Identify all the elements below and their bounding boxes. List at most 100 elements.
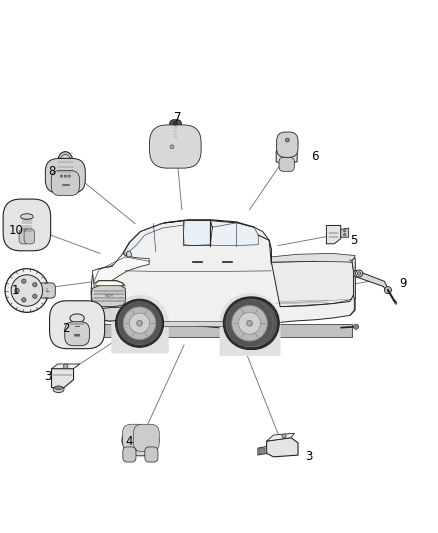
Circle shape <box>5 269 49 312</box>
Ellipse shape <box>53 386 64 393</box>
Polygon shape <box>92 307 136 321</box>
FancyBboxPatch shape <box>49 301 105 349</box>
Polygon shape <box>96 281 124 286</box>
Text: RAM: RAM <box>104 294 113 298</box>
Circle shape <box>232 305 267 341</box>
Polygon shape <box>354 271 389 294</box>
Circle shape <box>239 312 261 334</box>
Polygon shape <box>258 446 267 455</box>
Text: 7: 7 <box>174 111 182 124</box>
Text: 8: 8 <box>49 165 56 178</box>
Circle shape <box>174 122 177 125</box>
Polygon shape <box>123 221 184 253</box>
Polygon shape <box>92 285 126 306</box>
Circle shape <box>64 175 67 177</box>
FancyBboxPatch shape <box>123 424 146 451</box>
Circle shape <box>230 300 277 347</box>
Text: 3: 3 <box>305 450 313 463</box>
Circle shape <box>21 297 26 302</box>
Polygon shape <box>272 253 355 262</box>
Ellipse shape <box>122 426 159 455</box>
Text: 9: 9 <box>399 278 407 290</box>
Polygon shape <box>92 253 149 289</box>
Text: 1: 1 <box>12 284 19 297</box>
FancyBboxPatch shape <box>19 229 30 244</box>
FancyBboxPatch shape <box>95 324 352 337</box>
Circle shape <box>356 270 363 277</box>
Ellipse shape <box>55 386 63 390</box>
Circle shape <box>395 302 397 304</box>
Circle shape <box>286 138 289 142</box>
Circle shape <box>11 275 42 306</box>
FancyBboxPatch shape <box>259 448 265 454</box>
FancyBboxPatch shape <box>145 321 241 326</box>
Circle shape <box>170 145 174 149</box>
Ellipse shape <box>70 314 84 322</box>
Polygon shape <box>267 438 298 457</box>
Circle shape <box>357 272 361 275</box>
Polygon shape <box>326 225 341 244</box>
FancyBboxPatch shape <box>24 229 35 244</box>
Circle shape <box>116 299 163 348</box>
Circle shape <box>226 300 273 347</box>
Circle shape <box>353 324 359 329</box>
Circle shape <box>33 294 37 298</box>
FancyBboxPatch shape <box>3 199 51 251</box>
Circle shape <box>247 320 252 326</box>
FancyBboxPatch shape <box>65 322 89 346</box>
Ellipse shape <box>21 231 33 236</box>
Circle shape <box>64 364 68 369</box>
Circle shape <box>137 320 142 326</box>
Circle shape <box>68 175 71 177</box>
Polygon shape <box>267 433 294 441</box>
FancyBboxPatch shape <box>51 171 79 196</box>
Circle shape <box>282 434 286 438</box>
Circle shape <box>130 313 150 333</box>
Ellipse shape <box>58 152 73 173</box>
Ellipse shape <box>165 139 186 149</box>
Ellipse shape <box>127 429 154 449</box>
Polygon shape <box>52 364 80 369</box>
Circle shape <box>78 334 80 336</box>
Circle shape <box>15 288 19 293</box>
Circle shape <box>343 229 346 232</box>
Polygon shape <box>183 221 212 246</box>
Text: 2: 2 <box>62 322 69 335</box>
Text: 4: 4 <box>125 434 133 448</box>
Polygon shape <box>126 251 132 257</box>
Circle shape <box>21 279 26 284</box>
Circle shape <box>60 175 63 177</box>
Ellipse shape <box>60 155 71 171</box>
Circle shape <box>227 297 279 350</box>
Circle shape <box>118 302 161 345</box>
FancyBboxPatch shape <box>39 283 55 298</box>
Text: 3: 3 <box>44 370 52 383</box>
Polygon shape <box>352 258 355 299</box>
Circle shape <box>33 282 37 287</box>
Text: 6: 6 <box>311 150 318 163</box>
Polygon shape <box>210 223 258 246</box>
FancyBboxPatch shape <box>277 132 298 157</box>
Polygon shape <box>276 149 297 164</box>
FancyBboxPatch shape <box>123 447 136 462</box>
FancyBboxPatch shape <box>170 120 181 143</box>
Polygon shape <box>341 228 349 237</box>
FancyBboxPatch shape <box>150 125 201 168</box>
Polygon shape <box>52 369 74 387</box>
Ellipse shape <box>21 214 33 220</box>
Polygon shape <box>91 221 354 328</box>
Circle shape <box>343 233 346 236</box>
Polygon shape <box>272 260 353 306</box>
Ellipse shape <box>126 449 155 456</box>
Circle shape <box>385 287 392 294</box>
Circle shape <box>74 334 77 336</box>
Ellipse shape <box>162 136 189 152</box>
FancyBboxPatch shape <box>134 424 159 452</box>
FancyBboxPatch shape <box>145 447 158 462</box>
Text: 5: 5 <box>350 234 357 247</box>
Circle shape <box>223 297 276 350</box>
Text: 10: 10 <box>9 224 23 237</box>
FancyBboxPatch shape <box>46 158 85 193</box>
FancyBboxPatch shape <box>279 157 294 171</box>
Circle shape <box>123 307 156 340</box>
